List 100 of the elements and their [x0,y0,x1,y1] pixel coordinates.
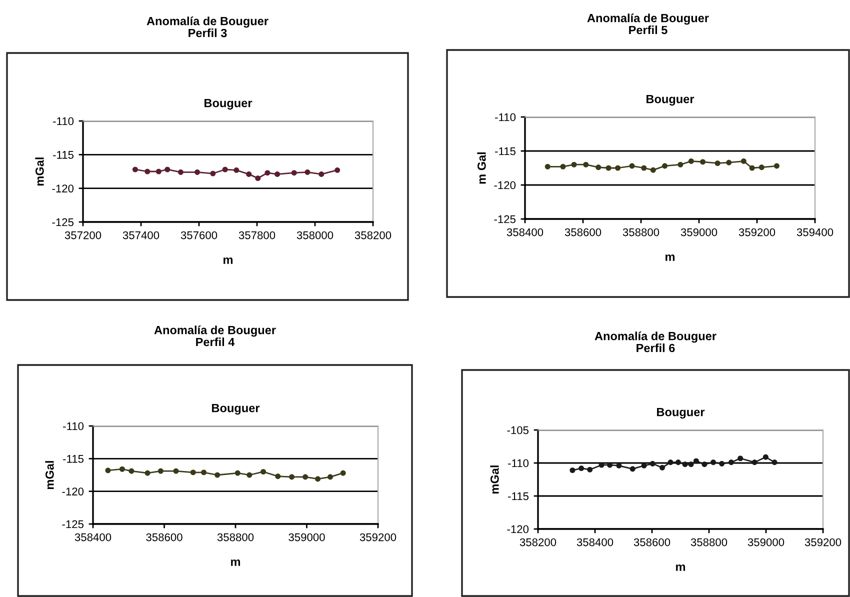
y-tick-label: -110 [495,113,516,122]
point [641,165,647,171]
y-axis-title: mGal [490,466,499,494]
point [650,460,656,466]
y-tick-label: -115 [53,151,74,159]
x-tick-label: 358800 [690,538,728,546]
point [289,474,295,480]
y-tick-label: -120 [62,488,84,496]
point [274,171,280,177]
x-tick-label: 359000 [288,533,325,542]
point [752,460,758,466]
y-tick-label: -125 [494,215,516,224]
point [178,169,184,175]
point [105,468,111,474]
point [234,470,240,476]
point [571,162,577,168]
x-tick-label: 358600 [634,538,670,546]
point [688,462,694,468]
point [304,169,310,175]
point [246,472,252,478]
x-tick-label: 358400 [74,533,112,542]
point [291,170,297,176]
point [616,462,622,468]
point [607,462,613,468]
x-tick-label: 358400 [506,228,544,236]
point [659,464,666,470]
x-tick-label: 359200 [360,533,396,542]
y-axis-title: mGal [35,158,44,186]
x-tick-label: 358800 [217,533,254,542]
point [302,474,308,480]
point [194,169,200,175]
point [738,456,744,462]
x-tick-label: 358200 [354,231,392,240]
y-tick-label: -115 [495,147,516,156]
point [246,171,252,177]
chart-subtitle: Bouguer [646,94,694,106]
point [688,158,694,164]
point [128,468,134,474]
point [315,476,321,482]
point [264,170,270,176]
point [606,165,612,171]
y-tick-label: -110 [508,459,529,468]
point [749,165,755,171]
point [222,166,228,172]
y-tick-label: -115 [63,455,84,463]
point [615,165,621,171]
x-tick-label: 357600 [180,231,218,240]
y-axis-title: m Gal [477,152,486,184]
point [144,470,150,476]
point [275,474,281,480]
point [682,462,688,468]
point [758,164,764,170]
x-tick-label: 358000 [296,231,334,240]
point [728,460,734,466]
chart-title: Anomalía de Bouguer Perfil 3 [146,16,268,38]
x-tick-label: 359400 [796,228,834,236]
x-tick-label: 357400 [122,231,160,240]
chart-subtitle: Bouguer [657,408,705,419]
point [650,167,656,173]
point [726,160,732,166]
point [662,163,668,169]
point [260,468,266,475]
point [570,467,576,474]
x-tick-label: 358600 [564,228,602,236]
chart-subtitle: Bouguer [204,98,252,110]
point [700,159,706,165]
chart-title: Anomalía de Bouguer Perfil 4 [154,325,276,346]
point [340,470,346,476]
y-tick-label: -110 [63,422,84,430]
y-tick-label: -115 [508,492,529,500]
point [702,462,708,468]
point [740,158,746,164]
point [719,460,725,466]
point [772,460,778,466]
point [714,160,720,166]
point [318,171,324,177]
point [710,460,716,466]
point [255,175,261,182]
x-axis-title: m [224,257,233,264]
y-tick-label: -120 [507,525,529,534]
point [598,462,604,468]
point [693,458,699,464]
point [583,162,589,168]
chart-subtitle: Bouguer [212,404,260,415]
x-tick-label: 359200 [738,228,776,236]
point [214,472,220,478]
x-tick-label: 359000 [748,538,784,546]
y-tick-label: -110 [53,117,74,126]
y-tick-label: -125 [52,218,74,226]
x-axis-title: m [676,564,686,571]
y-tick-label: -125 [62,520,84,528]
x-tick-label: 359000 [680,228,718,236]
point [132,166,138,172]
x-tick-label: 358600 [146,533,182,542]
x-tick-label: 358800 [622,228,660,236]
point [201,470,207,476]
point [560,164,566,170]
point [630,466,636,472]
point [587,466,593,472]
y-tick-label: -105 [507,426,529,434]
